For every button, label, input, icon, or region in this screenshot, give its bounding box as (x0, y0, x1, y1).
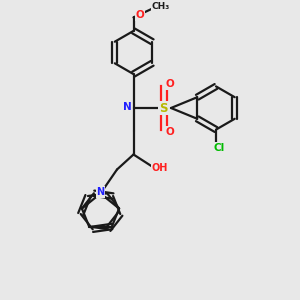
Text: O: O (136, 10, 145, 20)
Text: CH₃: CH₃ (152, 2, 170, 10)
Text: N: N (96, 187, 105, 197)
Text: O: O (166, 127, 175, 137)
Text: Cl: Cl (214, 142, 225, 153)
Text: OH: OH (152, 163, 168, 173)
Text: N: N (122, 101, 131, 112)
Text: O: O (166, 79, 175, 89)
Text: S: S (159, 101, 168, 115)
